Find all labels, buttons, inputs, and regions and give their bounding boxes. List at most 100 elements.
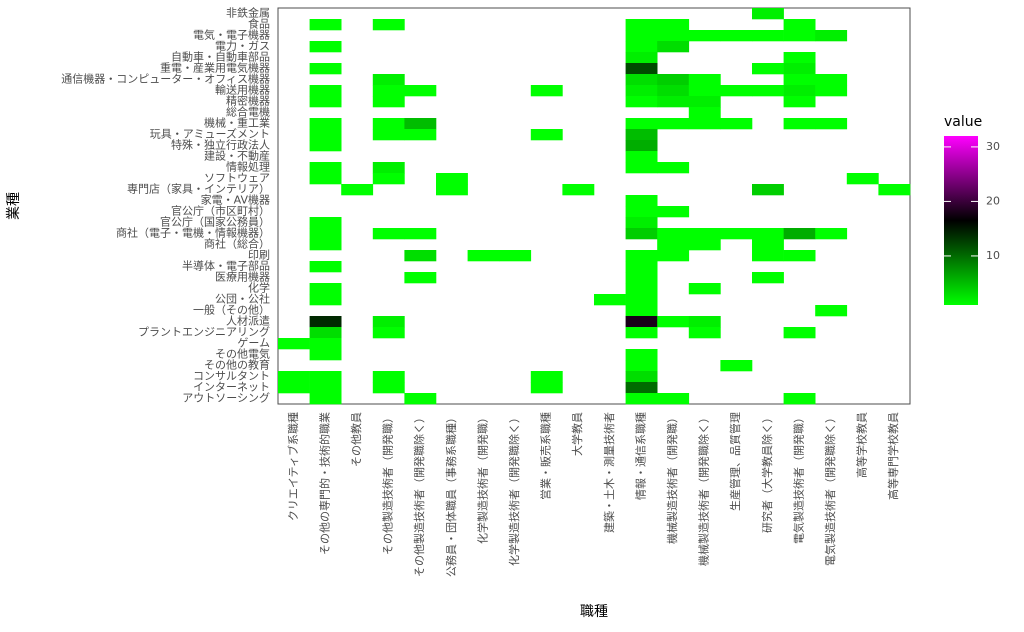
heat-cell [309,41,342,53]
heat-cell [783,228,816,240]
legend-title: value [944,114,982,130]
heat-cell [783,52,816,64]
x-tick-label: 機械製造技術者（開発職） [665,412,679,544]
y-tick-label: 重電・産業用電気機器 [160,61,270,75]
heat-cell [846,173,879,185]
heat-cell [404,272,437,284]
heat-cell [657,228,690,240]
x-tick-label: 大学教員 [570,412,584,456]
heat-cell [562,184,595,196]
heat-cell [309,371,342,383]
y-tick-label: 人材派遣 [226,314,270,328]
heat-cell [278,338,310,350]
heat-cell [688,327,721,339]
heat-cell [783,118,816,130]
heat-cell [752,239,784,251]
heat-cell [372,118,405,130]
heat-cell [783,250,816,262]
heat-cell [625,228,658,240]
x-tick-label: 営業・販売系職種 [539,412,553,500]
y-tick-label: 機械・重工業 [204,116,270,130]
heat-cell [309,140,342,152]
x-tick-label: クリエイティブ系職種 [286,412,300,521]
heat-cell [688,239,721,251]
heat-cell [278,382,310,394]
x-tick-label: 化学製造技術者（開発職除く） [507,412,521,566]
heat-cell [372,129,405,141]
y-tick-label: 印刷 [248,249,270,262]
x-tick-label: 研究者（大学教員除く） [760,412,774,533]
heat-cell [625,316,658,328]
heat-cell [625,41,658,53]
y-tick-label: ゲーム [237,337,270,350]
heat-cell [625,382,658,394]
heat-cell [372,371,405,383]
heat-cell [309,217,342,229]
legend-tick-label: 30 [986,140,1000,153]
y-tick-label: 特殊・独立行政法人 [171,138,270,152]
x-tick-label: 機械製造技術者（開発職除く） [697,412,711,566]
heat-cell [625,85,658,97]
heat-cell [625,272,658,284]
heat-cell [625,206,658,218]
heat-cell [625,360,658,372]
heat-cell [625,162,658,174]
y-tick-label: 官公庁（国家公務員） [160,215,270,229]
heat-cell [752,8,784,20]
x-tick-label: 高等専門学校教員 [886,412,900,500]
heat-cell [688,118,721,130]
heat-cell [815,228,848,240]
y-tick-label: 情報処理 [226,161,270,174]
x-tick-label: 情報・通信系職種 [633,412,647,500]
heat-cell [372,228,405,240]
x-tick-label: 化学製造技術者（開発職） [475,412,489,544]
heat-cell [436,173,468,185]
heat-cell [752,85,784,97]
heat-cell [309,261,342,273]
heat-cell [783,85,816,97]
heat-cell [625,283,658,295]
heat-cell [783,74,816,86]
y-tick-label: 精密機器 [226,94,270,108]
y-tick-label: その他の教育 [204,358,270,372]
heat-cell [815,85,848,97]
heat-cell [688,228,721,240]
heat-cell [752,63,784,75]
heat-cell [625,393,658,405]
heat-cell [752,184,784,196]
y-axis-title: 業種 [6,192,22,220]
heat-cell [720,30,753,42]
heat-cell [688,107,721,119]
x-axis-title: 職種 [580,604,608,620]
heat-cell [657,74,690,86]
heat-cell [625,30,658,42]
heat-cell [815,305,848,317]
y-tick-label: 輸送用機器 [215,83,270,97]
heat-cell [752,228,784,240]
heat-cell [625,118,658,130]
heat-cell [625,349,658,361]
y-tick-label: 半導体・電子部品 [182,259,270,273]
heat-cell [657,393,690,405]
legend-colorbar [944,136,978,305]
heat-cell [530,371,563,383]
heat-cell [309,327,342,339]
heat-cell [309,96,342,108]
heat-cell [625,74,658,86]
x-tick-label: 電気製造技術者（開発職） [791,412,805,544]
y-tick-label: 建設・不動産 [204,149,270,163]
y-tick-label: 商社（電子・電機・情報機器） [116,226,270,240]
heat-cell [309,239,342,251]
heat-cell [625,371,658,383]
y-tick-label: 電力・ガス [215,40,270,53]
heat-cell [625,195,658,207]
heat-cell [783,96,816,108]
x-tick-label: 建築・土木・測量技術者 [602,412,616,533]
heat-cell [309,228,342,240]
x-tick-label: その他製造技術者（開発職） [381,412,395,555]
heat-cell [657,96,690,108]
heat-cell [625,151,658,163]
heat-cell [309,349,342,361]
y-tick-label: 総合電機 [226,105,270,119]
y-tick-label: 一般（その他） [193,304,270,317]
